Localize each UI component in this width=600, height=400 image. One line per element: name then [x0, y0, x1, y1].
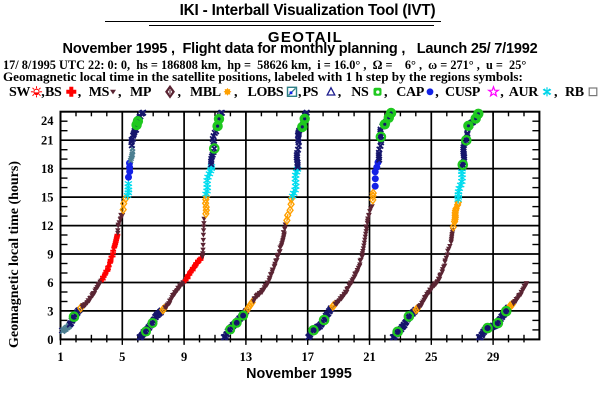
svg-text:,: ,: [178, 85, 181, 100]
svg-text:21: 21: [41, 134, 54, 148]
svg-text:,: ,: [41, 85, 44, 100]
svg-text:LOBS: LOBS: [248, 85, 284, 100]
svg-text:12: 12: [41, 219, 54, 233]
svg-text:24: 24: [41, 114, 54, 128]
svg-text:1: 1: [57, 350, 63, 364]
svg-text:25: 25: [425, 350, 438, 364]
svg-text:MP: MP: [130, 85, 152, 100]
svg-text:17: 17: [301, 350, 314, 364]
svg-text:5: 5: [119, 350, 125, 364]
svg-text:21: 21: [363, 350, 376, 364]
svg-text:AUR: AUR: [509, 85, 539, 100]
svg-text:,: ,: [234, 85, 237, 100]
svg-text:9: 9: [181, 350, 187, 364]
svg-text:,: ,: [435, 85, 438, 100]
svg-text:BS: BS: [45, 85, 62, 100]
svg-text:,: ,: [500, 85, 503, 100]
svg-text:,: ,: [554, 85, 557, 100]
svg-text:MBL: MBL: [190, 85, 221, 100]
svg-text:PS: PS: [303, 85, 319, 100]
svg-text:15: 15: [41, 191, 54, 205]
svg-text:0: 0: [47, 333, 53, 347]
svg-text:RB: RB: [565, 85, 584, 100]
svg-text:,: ,: [118, 85, 121, 100]
svg-text:18: 18: [41, 162, 54, 176]
svg-text:,: ,: [298, 85, 301, 100]
svg-text:,: ,: [384, 85, 387, 100]
svg-text:29: 29: [487, 350, 500, 364]
svg-text:CAP: CAP: [396, 85, 424, 100]
svg-text:3: 3: [47, 304, 53, 318]
svg-text:,: ,: [78, 85, 81, 100]
svg-text:SW: SW: [9, 85, 30, 100]
svg-text:,: ,: [338, 85, 341, 100]
svg-text:13: 13: [240, 350, 253, 364]
svg-text:NS: NS: [351, 85, 369, 100]
svg-text:CUSP: CUSP: [445, 85, 481, 100]
svg-text:MS: MS: [89, 85, 110, 100]
svg-text:6: 6: [47, 276, 53, 290]
svg-text:9: 9: [47, 248, 53, 262]
